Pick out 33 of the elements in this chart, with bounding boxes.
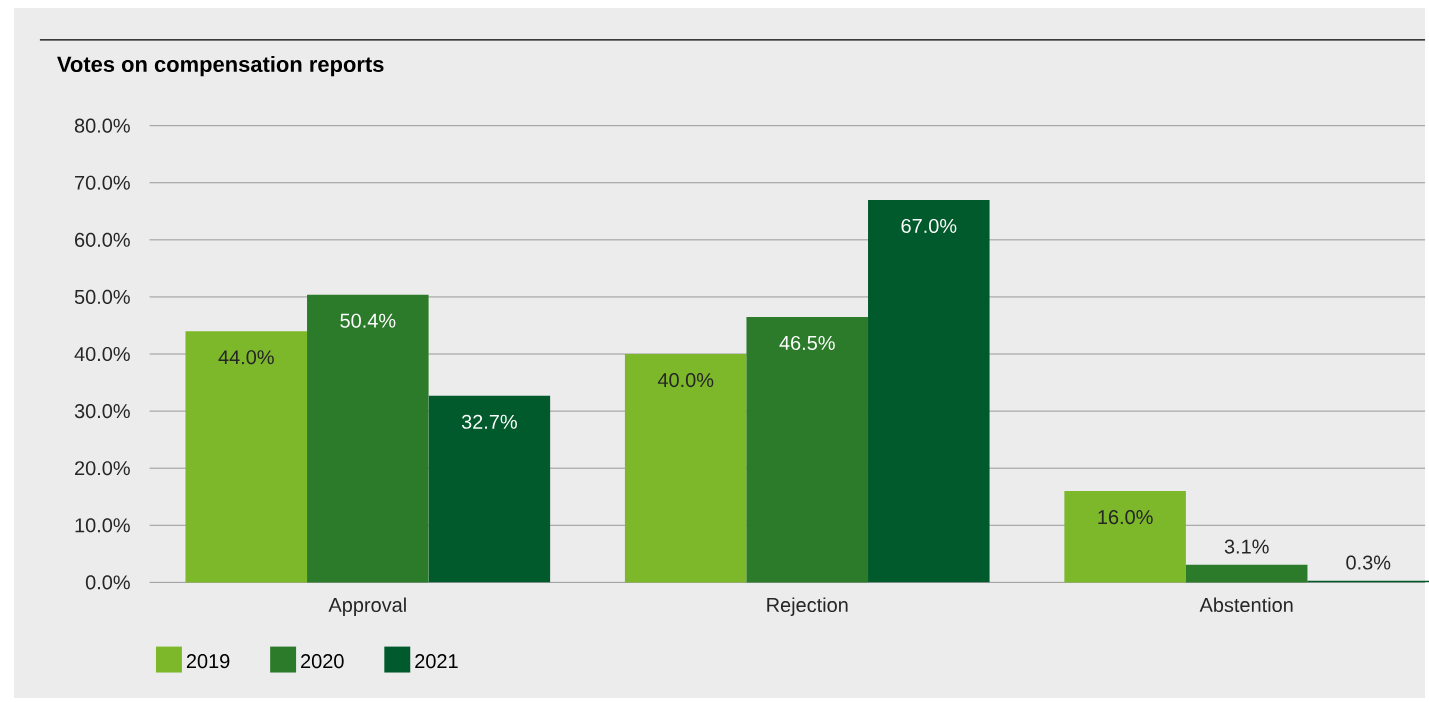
bar <box>185 331 308 583</box>
x-tick-label: Approval <box>328 597 406 616</box>
data-label: 44.0% <box>218 350 274 365</box>
legend-label: 2019 <box>186 654 230 669</box>
chart-title: Votes on compensation reports <box>57 55 384 77</box>
data-label: 3.1% <box>1224 539 1269 554</box>
bar <box>624 354 747 583</box>
bar <box>1185 564 1308 583</box>
y-tick-label: 0.0% <box>85 575 130 590</box>
bar <box>868 199 990 583</box>
y-tick-label: 20.0% <box>75 461 130 476</box>
y-tick-label: 30.0% <box>74 404 130 419</box>
y-tick-label: 10.0% <box>75 518 130 533</box>
data-label: 32.7% <box>461 414 517 429</box>
bar <box>428 395 551 583</box>
x-tick-label: Rejection <box>767 597 848 616</box>
data-label: 67.0% <box>901 218 957 233</box>
x-tick-label: Abstention <box>1199 597 1293 613</box>
bar <box>1064 491 1186 583</box>
y-tick-label: 50.0% <box>74 289 130 304</box>
y-tick-label: 70.0% <box>75 175 130 190</box>
bar <box>307 294 429 583</box>
legend-label: 2021 <box>415 654 458 669</box>
data-label: 16.0% <box>1098 510 1153 525</box>
data-label: 46.5% <box>779 335 835 351</box>
y-tick-label: 40.0% <box>74 346 130 362</box>
legend-label: 2020 <box>301 654 344 669</box>
data-label: 50.4% <box>340 313 396 328</box>
y-tick-label: 80.0% <box>74 118 130 133</box>
bar <box>746 316 869 583</box>
data-label: 0.3% <box>1346 555 1391 570</box>
data-label: 40.0% <box>657 373 714 388</box>
y-tick-label: 60.0% <box>75 232 130 247</box>
